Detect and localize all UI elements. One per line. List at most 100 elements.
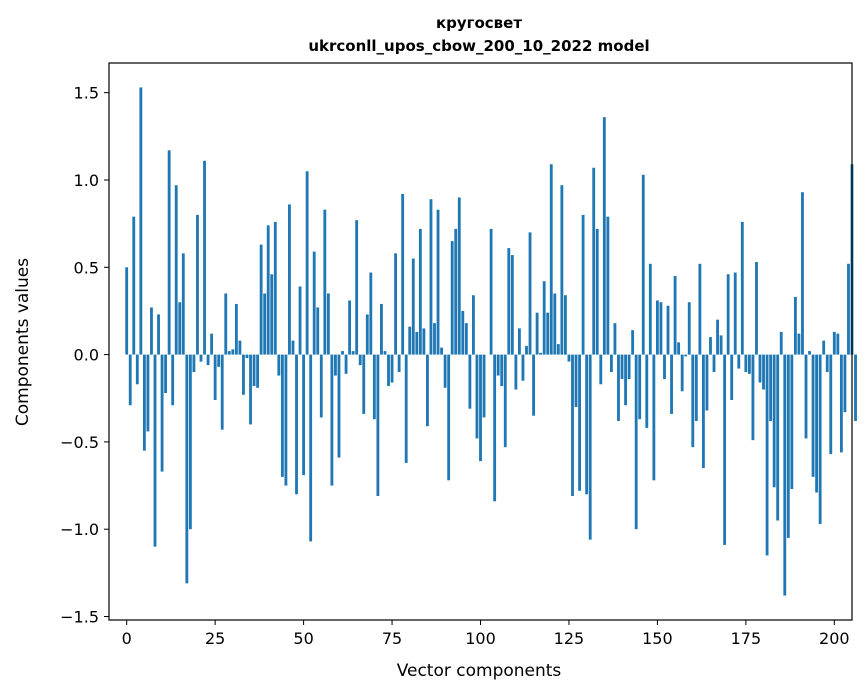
bar-186: [783, 354, 787, 596]
bar-34: [245, 354, 249, 359]
bar-100: [479, 354, 482, 462]
bar-111: [518, 328, 521, 355]
bar-73: [383, 351, 387, 355]
bar-27: [220, 354, 224, 430]
bar-12: [167, 150, 171, 355]
bar-5: [142, 354, 146, 451]
bar-93: [454, 228, 458, 355]
bar-81: [411, 258, 415, 355]
bar-169: [723, 354, 727, 545]
bar-89: [440, 347, 443, 355]
bar-1: [128, 354, 132, 406]
x-tick-label: 75: [382, 629, 402, 648]
bar-77: [397, 354, 401, 373]
bar-197: [822, 340, 826, 355]
bar-163: [701, 354, 705, 469]
bar-54: [316, 307, 320, 355]
bar-51: [305, 171, 309, 355]
bar-23: [206, 354, 210, 366]
bar-109: [510, 255, 514, 355]
bar-64: [351, 351, 355, 355]
bar-136: [606, 216, 610, 355]
bar-185: [779, 331, 783, 355]
bar-68: [365, 314, 369, 355]
x-tick-label: 200: [819, 629, 850, 648]
bar-26: [217, 354, 221, 367]
plot-frame: [108, 62, 853, 621]
bar-45: [284, 354, 288, 486]
bar-198: [825, 354, 829, 373]
bar-162: [698, 263, 702, 355]
bar-117: [539, 352, 543, 355]
bar-35: [249, 354, 252, 425]
x-tick-label: 0: [122, 629, 132, 648]
bar-201: [836, 333, 840, 355]
bar-90: [443, 354, 447, 388]
bar-58: [330, 354, 334, 486]
bar-9: [157, 314, 160, 355]
bar-47: [291, 340, 295, 355]
bar-24: [210, 333, 214, 355]
bar-104: [493, 354, 497, 502]
bar-101: [482, 354, 486, 418]
bar-40: [266, 225, 270, 355]
bar-82: [415, 331, 419, 355]
bar-6: [146, 354, 150, 432]
bar-59: [334, 354, 337, 376]
bar-28: [224, 293, 228, 355]
y-axis-label: Components values: [13, 258, 33, 426]
bar-138: [613, 323, 617, 355]
bar-121: [553, 293, 557, 355]
bar-179: [758, 354, 762, 383]
bar-4: [139, 87, 143, 355]
bar-159: [687, 302, 691, 355]
bar-43: [277, 354, 281, 376]
bar-8: [153, 354, 157, 547]
bar-115: [532, 354, 535, 416]
bar-33: [242, 354, 245, 395]
bar-72: [380, 303, 383, 355]
bar-20: [196, 214, 199, 355]
bar-30: [231, 349, 235, 355]
bar-181: [765, 354, 769, 556]
y-tick-label: −1.5: [60, 608, 99, 627]
bar-98: [472, 295, 475, 355]
bar-142: [627, 354, 631, 380]
bar-56: [323, 209, 327, 355]
bar-36: [252, 354, 256, 387]
bar-177: [751, 354, 755, 441]
bar-110: [514, 354, 518, 390]
bar-154: [670, 354, 673, 414]
bar-114: [528, 232, 532, 355]
bar-148: [648, 263, 652, 355]
bar-106: [500, 354, 504, 387]
bar-13: [171, 354, 175, 406]
y-tick-label: 0.5: [74, 258, 99, 277]
bar-174: [740, 221, 744, 355]
bar-44: [280, 354, 284, 477]
bar-15: [178, 302, 182, 355]
bar-0: [125, 267, 129, 355]
bar-85: [426, 354, 429, 427]
bar-173: [737, 354, 741, 369]
bar-188: [790, 354, 794, 490]
bar-130: [585, 354, 589, 495]
x-axis-label: Vector components: [397, 661, 562, 681]
bar-144: [634, 354, 638, 530]
bar-108: [507, 248, 511, 355]
bar-78: [401, 193, 405, 355]
bar-195: [815, 354, 819, 493]
x-tick-label: 175: [731, 629, 762, 648]
bar-157: [680, 354, 684, 392]
bar-99: [475, 354, 479, 439]
bar-76: [394, 253, 397, 355]
bar-172: [733, 272, 737, 355]
bar-141: [624, 354, 627, 406]
bar-83: [418, 228, 422, 355]
bar-145: [638, 354, 642, 420]
bar-3: [135, 354, 139, 385]
bar-84: [422, 328, 426, 355]
bar-202: [839, 354, 843, 453]
